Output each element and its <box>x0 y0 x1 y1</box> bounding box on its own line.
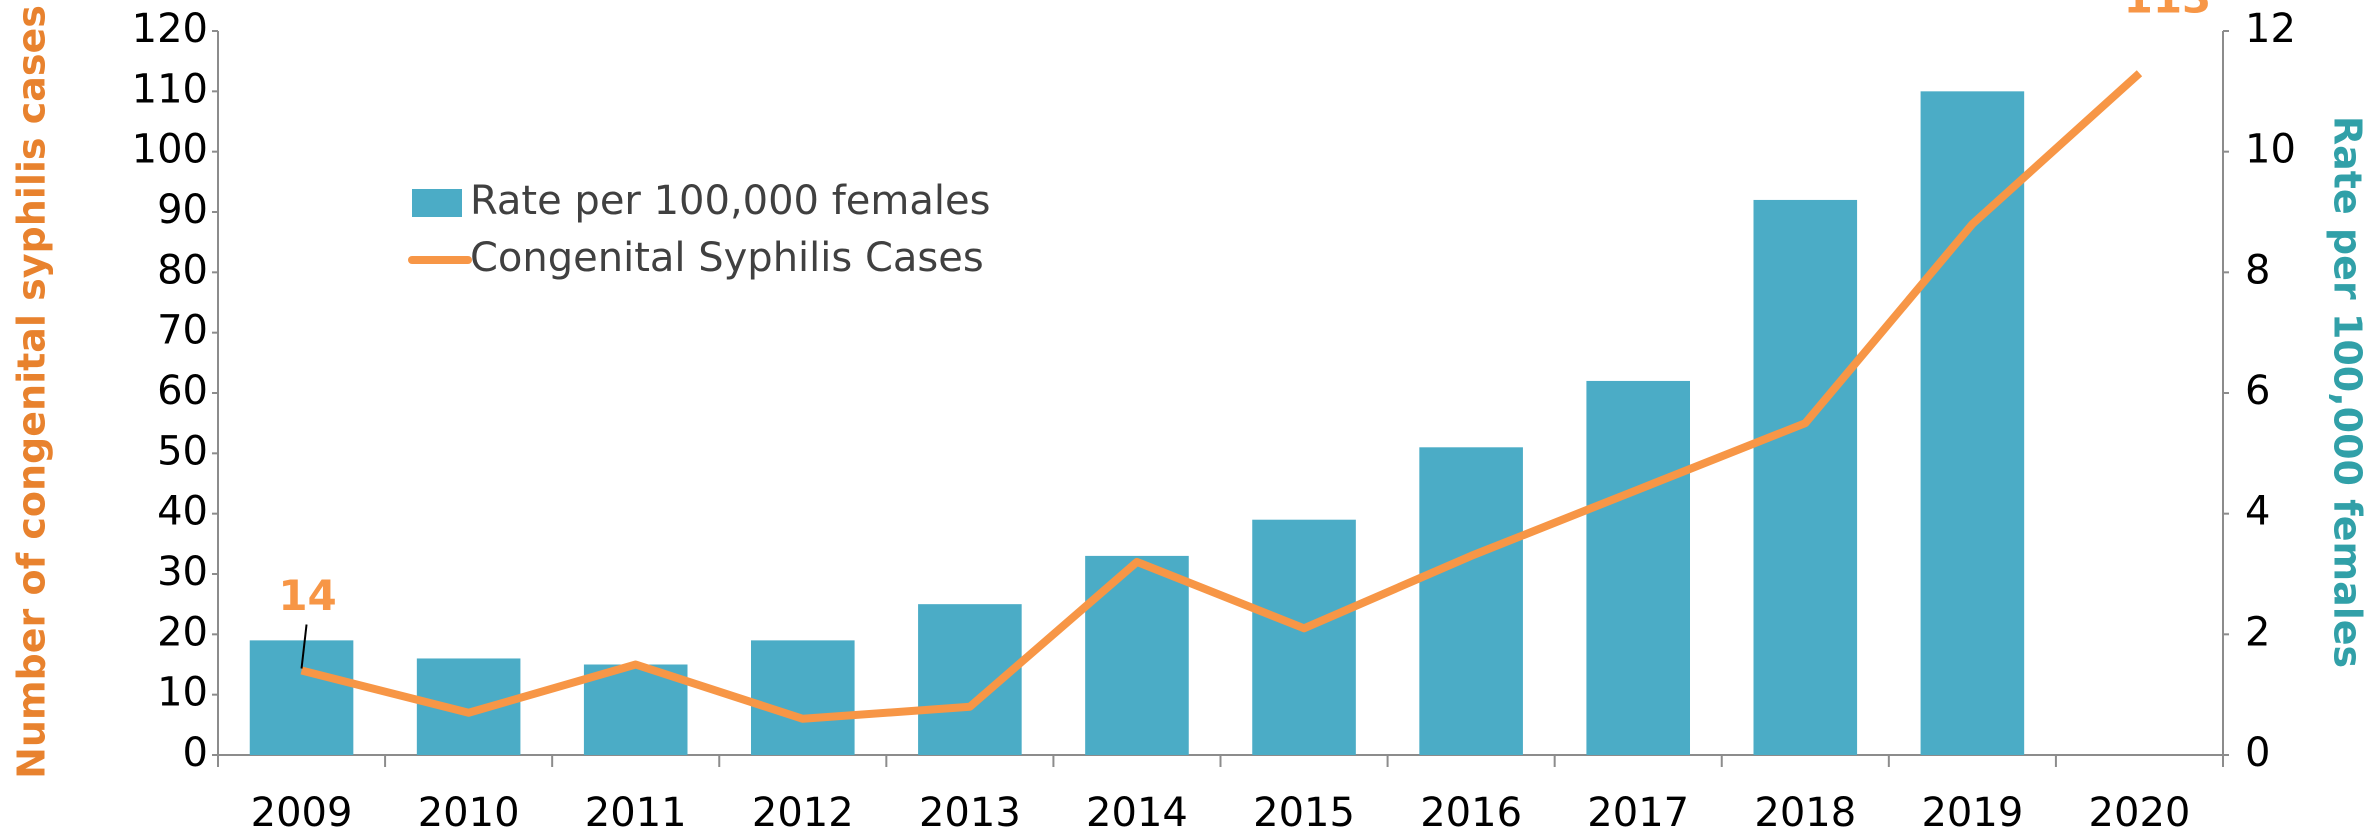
x-tick-label: 2011 <box>585 790 687 830</box>
legend-label: Congenital Syphilis Cases <box>470 235 984 281</box>
y-tick-label: 60 <box>157 368 208 414</box>
x-tick-label: 2016 <box>1420 790 1522 830</box>
bar <box>1252 519 1356 755</box>
y-tick-label: 0 <box>183 730 208 776</box>
y-tick-label: 50 <box>157 428 208 474</box>
y-tick-label: 120 <box>132 6 208 52</box>
y-tick-label: 90 <box>157 187 208 233</box>
y-tick-label: 80 <box>157 247 208 293</box>
y-tick-label: 100 <box>132 127 208 173</box>
y2-tick-label: 2 <box>2245 609 2270 655</box>
legend-label: Rate per 100,000 females <box>470 178 990 224</box>
y-tick-label: 40 <box>157 489 208 535</box>
y2-tick-label: 10 <box>2245 127 2296 173</box>
y-tick-label: 70 <box>157 308 208 354</box>
x-tick-label: 2009 <box>251 790 353 830</box>
y-tick-label: 20 <box>157 609 208 655</box>
x-tick-label: 2015 <box>1253 790 1355 830</box>
y2-tick-label: 6 <box>2245 368 2270 414</box>
y2-tick-label: 12 <box>2245 6 2296 52</box>
bar <box>750 640 855 755</box>
y-axis-label: Number of congenital syphilis cases <box>10 5 54 779</box>
line <box>300 70 2143 723</box>
bar <box>249 640 354 755</box>
bar <box>1586 380 1691 755</box>
y2-tick-label: 8 <box>2245 247 2270 293</box>
y-tick-label: 10 <box>157 670 208 716</box>
y-tick-label: 110 <box>132 66 208 112</box>
bar <box>1920 91 2025 756</box>
y2-tick-label: 4 <box>2245 489 2270 535</box>
data-label: 113 <box>2124 0 2212 23</box>
data-label: 14 <box>278 571 336 620</box>
bar <box>1419 447 1523 755</box>
x-tick-label: 2019 <box>1921 790 2023 830</box>
y2-axis-label: Rate per 100,000 females <box>2326 116 2370 668</box>
y-tick-label: 30 <box>157 549 208 595</box>
x-tick-label: 2013 <box>919 790 1021 830</box>
bar <box>1753 199 1858 755</box>
bar <box>1085 555 1189 755</box>
x-tick-label: 2010 <box>418 790 520 830</box>
x-tick-label: 2014 <box>1086 790 1188 830</box>
x-tick-label: 2018 <box>1754 790 1856 830</box>
x-tick-label: 2020 <box>2089 790 2191 830</box>
x-tick-label: 2017 <box>1587 790 1689 830</box>
legend-swatch <box>412 189 462 217</box>
x-tick-label: 2012 <box>752 790 854 830</box>
leader-line <box>300 624 308 669</box>
y2-tick-label: 0 <box>2245 730 2270 776</box>
